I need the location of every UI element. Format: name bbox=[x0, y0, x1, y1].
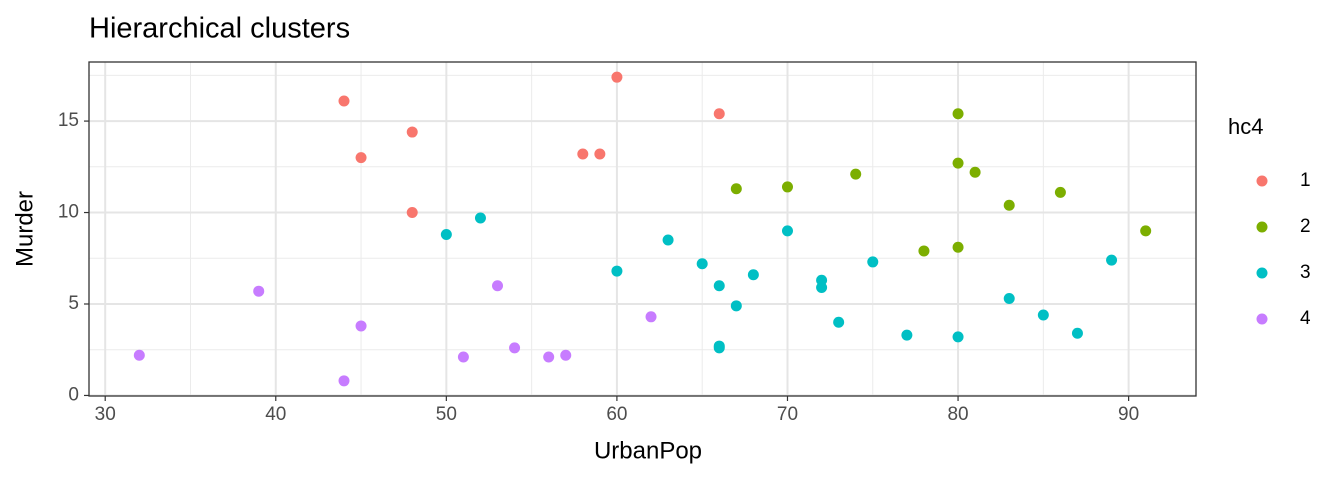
legend-label: 3 bbox=[1300, 262, 1311, 283]
point bbox=[781, 181, 793, 193]
point bbox=[253, 285, 265, 297]
point bbox=[338, 95, 350, 107]
point bbox=[952, 157, 964, 169]
x-tick-label: 60 bbox=[606, 404, 627, 425]
point bbox=[969, 166, 981, 178]
point bbox=[713, 108, 725, 120]
point bbox=[952, 331, 964, 343]
point bbox=[696, 258, 708, 270]
y-tick-label: 15 bbox=[58, 110, 79, 131]
legend-key bbox=[1256, 221, 1268, 233]
point bbox=[1140, 225, 1152, 237]
legend-title: hc4 bbox=[1228, 114, 1263, 139]
x-tick-label: 50 bbox=[436, 404, 457, 425]
point bbox=[730, 183, 742, 195]
point bbox=[509, 342, 521, 354]
panel-border bbox=[88, 61, 1197, 397]
y-tick-label: 0 bbox=[68, 384, 79, 405]
point bbox=[355, 320, 367, 332]
x-tick-label: 90 bbox=[1118, 404, 1139, 425]
point bbox=[1003, 293, 1015, 305]
point bbox=[1037, 309, 1049, 321]
legend-key bbox=[1256, 267, 1268, 279]
point bbox=[406, 207, 418, 219]
point bbox=[645, 311, 657, 323]
point bbox=[747, 269, 759, 281]
point bbox=[457, 351, 469, 363]
legend-label: 2 bbox=[1300, 216, 1311, 237]
point bbox=[730, 300, 742, 312]
point bbox=[355, 152, 367, 164]
y-tick-label: 10 bbox=[58, 202, 79, 223]
point bbox=[816, 282, 828, 294]
point bbox=[713, 340, 725, 352]
legend-label: 1 bbox=[1300, 170, 1311, 191]
point bbox=[560, 349, 572, 361]
point bbox=[1054, 186, 1066, 198]
x-tick-label: 70 bbox=[777, 404, 798, 425]
legend-key bbox=[1256, 313, 1268, 325]
point bbox=[867, 256, 879, 268]
x-axis-label: UrbanPop bbox=[594, 437, 702, 464]
legend-label: 4 bbox=[1300, 308, 1311, 329]
y-axis-label: Murder bbox=[11, 191, 38, 267]
point bbox=[338, 375, 350, 387]
point bbox=[611, 71, 623, 83]
point bbox=[1003, 199, 1015, 211]
point bbox=[594, 148, 606, 160]
point bbox=[952, 241, 964, 253]
point bbox=[662, 234, 674, 246]
point bbox=[1071, 327, 1083, 339]
point bbox=[781, 225, 793, 237]
point bbox=[474, 212, 486, 224]
point bbox=[952, 108, 964, 120]
point bbox=[611, 265, 623, 277]
point bbox=[440, 228, 452, 240]
point bbox=[713, 280, 725, 292]
point bbox=[1106, 254, 1118, 266]
point bbox=[543, 351, 555, 363]
legend-key bbox=[1256, 175, 1268, 187]
point bbox=[901, 329, 913, 341]
point bbox=[577, 148, 589, 160]
point bbox=[850, 168, 862, 180]
point bbox=[406, 126, 418, 138]
point bbox=[918, 245, 930, 257]
point bbox=[833, 316, 845, 328]
y-tick-label: 5 bbox=[68, 293, 79, 314]
x-tick-label: 30 bbox=[95, 404, 116, 425]
x-tick-label: 80 bbox=[947, 404, 968, 425]
point bbox=[133, 349, 145, 361]
x-tick-label: 40 bbox=[265, 404, 286, 425]
point bbox=[492, 280, 504, 292]
chart-title: Hierarchical clusters bbox=[89, 13, 350, 45]
